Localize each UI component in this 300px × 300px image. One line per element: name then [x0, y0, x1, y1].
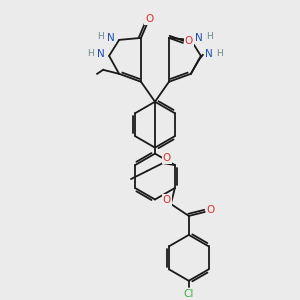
- Text: H: H: [97, 32, 104, 41]
- Text: O: O: [185, 36, 193, 46]
- Text: H: H: [206, 32, 213, 41]
- Text: N: N: [97, 49, 105, 59]
- Text: N: N: [107, 33, 115, 43]
- Text: O: O: [145, 14, 153, 24]
- Text: N: N: [205, 49, 213, 59]
- Text: O: O: [207, 205, 215, 215]
- Text: O: O: [163, 153, 171, 163]
- Text: O: O: [163, 195, 171, 205]
- Text: H: H: [87, 50, 94, 58]
- Text: Cl: Cl: [184, 289, 194, 299]
- Text: N: N: [195, 33, 203, 43]
- Text: H: H: [216, 50, 223, 58]
